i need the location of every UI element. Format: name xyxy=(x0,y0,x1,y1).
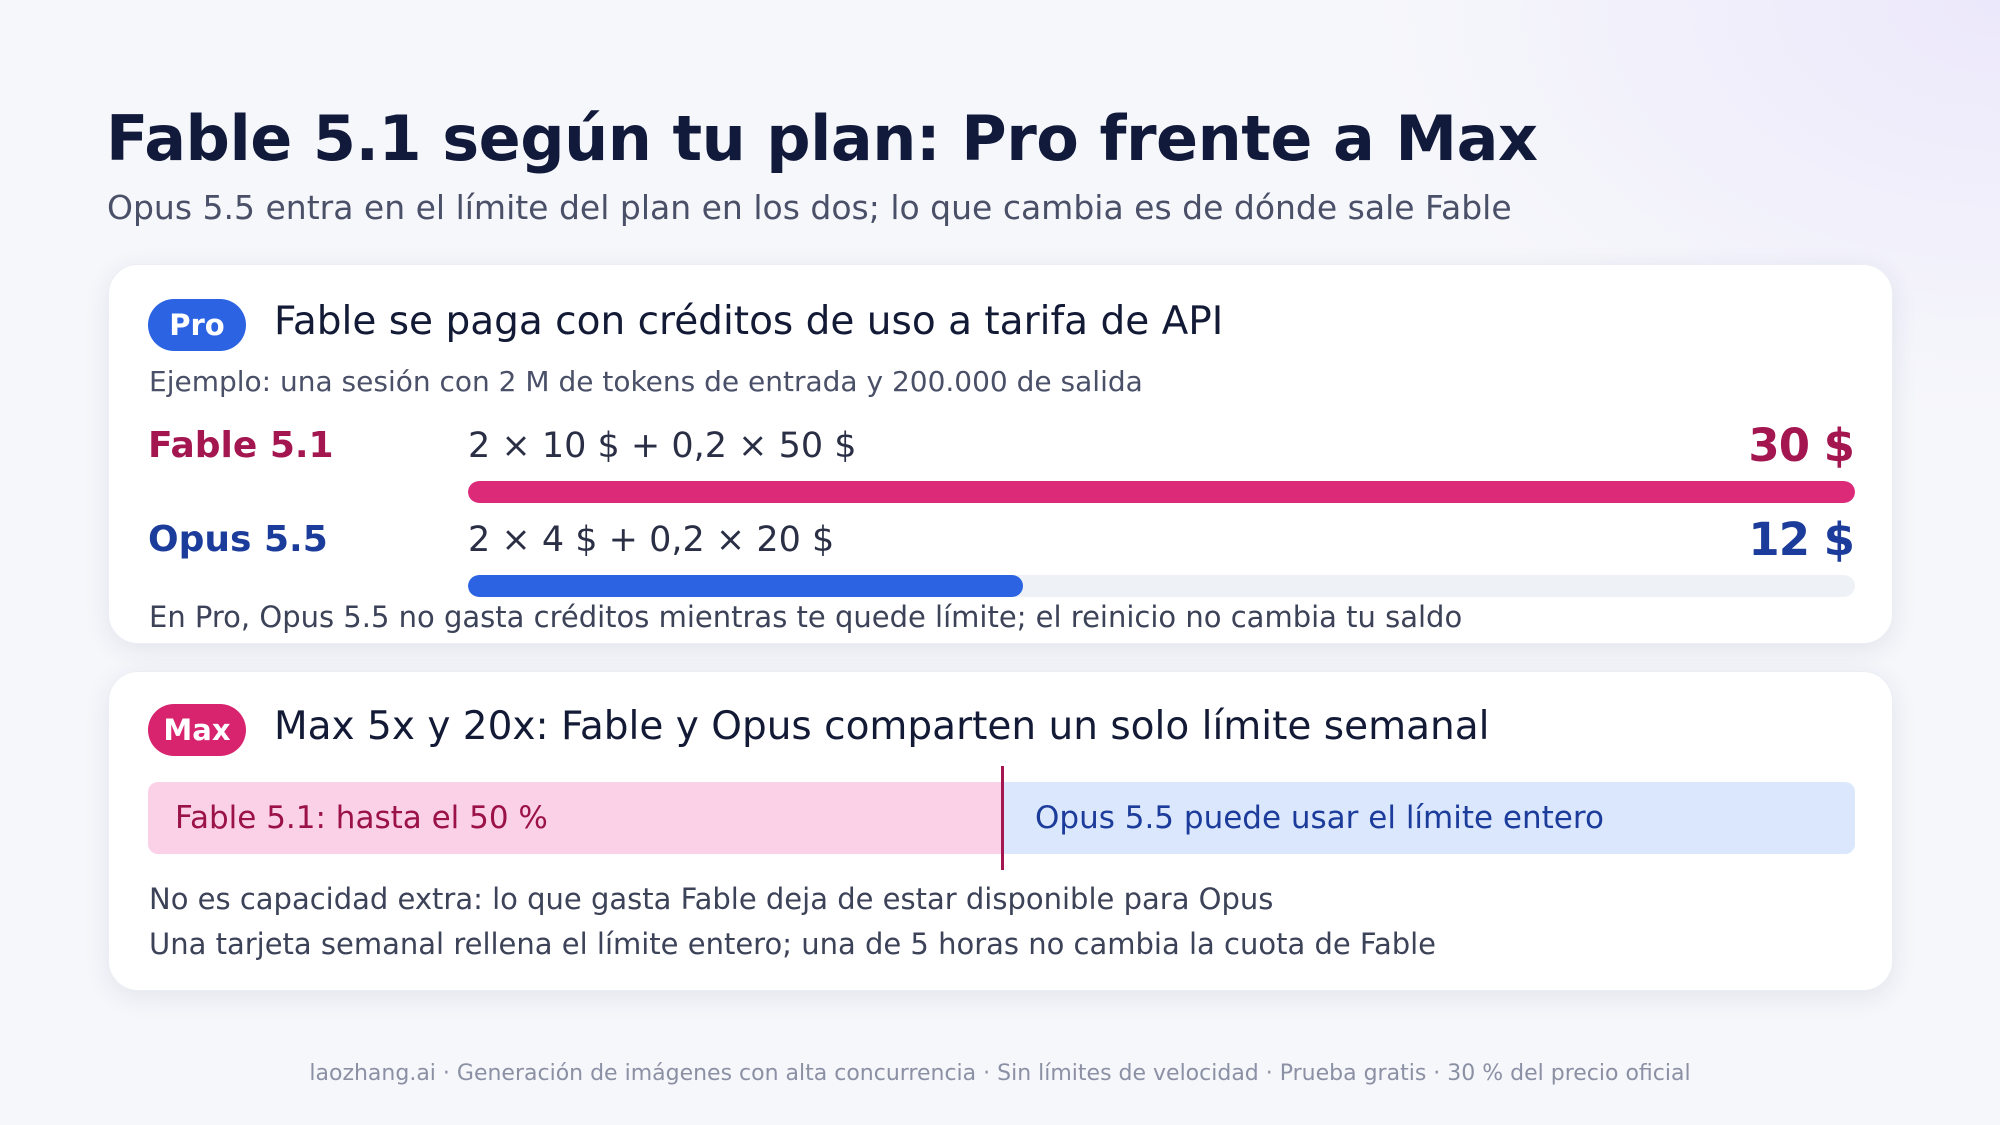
fable-limit-segment: Fable 5.1: hasta el 50 % xyxy=(148,782,1002,854)
max-note-2: Una tarjeta semanal rellena el límite en… xyxy=(149,927,1437,961)
opus-cost-bar-track xyxy=(468,575,1855,597)
pro-example-text: Ejemplo: una sesión con 2 M de tokens de… xyxy=(149,365,1143,398)
fable-cost-bar xyxy=(468,481,1855,503)
fable-formula: 2 × 10 $ + 0,2 × 50 $ xyxy=(468,426,857,466)
pro-footnote: En Pro, Opus 5.5 no gasta créditos mient… xyxy=(149,600,1463,634)
page-title: Fable 5.1 según tu plan: Pro frente a Ma… xyxy=(106,102,1538,175)
max-card-title: Max 5x y 20x: Fable y Opus comparten un … xyxy=(274,704,1490,749)
max-note-1: No es capacidad extra: lo que gasta Fabl… xyxy=(149,882,1274,916)
page-subtitle: Opus 5.5 entra en el límite del plan en … xyxy=(107,188,1512,227)
pro-card-title: Fable se paga con créditos de uso a tari… xyxy=(274,299,1224,344)
opus-formula: 2 × 4 $ + 0,2 × 20 $ xyxy=(468,520,835,560)
footer-credit: laozhang.ai · Generación de imágenes con… xyxy=(309,1061,1691,1086)
fable-cap-divider xyxy=(1001,766,1004,870)
max-plan-card: Max Max 5x y 20x: Fable y Opus comparten… xyxy=(108,671,1893,991)
fable-cost-bar-track xyxy=(468,481,1855,503)
pro-plan-card: Pro Fable se paga con créditos de uso a … xyxy=(108,264,1893,644)
opus-cost-bar xyxy=(468,575,1023,597)
fable-limit-label: Fable 5.1: hasta el 50 % xyxy=(175,800,548,836)
pro-badge: Pro xyxy=(148,299,246,351)
weekly-limit-split-bar: Fable 5.1: hasta el 50 % Opus 5.5 puede … xyxy=(148,766,1855,870)
opus-limit-label: Opus 5.5 puede usar el límite entero xyxy=(1035,800,1604,836)
opus-limit-segment: Opus 5.5 puede usar el límite entero xyxy=(1002,782,1855,854)
opus-row-label: Opus 5.5 xyxy=(148,519,328,560)
max-badge: Max xyxy=(148,704,246,756)
opus-cost-amount: 12 $ xyxy=(1748,513,1855,566)
fable-cost-amount: 30 $ xyxy=(1748,419,1855,472)
fable-row-label: Fable 5.1 xyxy=(148,425,334,466)
